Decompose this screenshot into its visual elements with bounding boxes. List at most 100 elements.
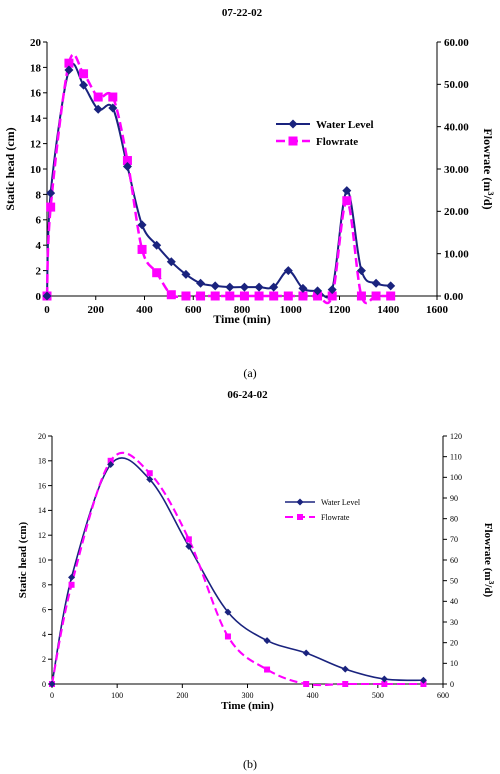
flowrate-point <box>79 69 89 79</box>
water-level-point <box>380 675 388 683</box>
legend-marker-water-level <box>296 498 304 506</box>
chart-a: 07-22-02 0 2 4 6 8 10 12 14 16 18 20 0.00 10.00 20.00 3… <box>3 7 496 326</box>
y-tick-label: 4 <box>42 630 46 639</box>
y-axis-label: Static head (cm) <box>17 521 29 598</box>
water-level-point <box>152 240 162 250</box>
y-tick-label: 10 <box>38 556 46 565</box>
series-line-flowrate <box>50 451 424 687</box>
water-level-point <box>185 542 193 550</box>
legend-label-water-level: Water Level <box>321 498 361 507</box>
water-level-point <box>181 269 191 279</box>
x-tick-label: 1600 <box>426 304 449 316</box>
flowrate-point <box>283 291 293 301</box>
y2-tick-label: 80 <box>450 514 458 523</box>
caption-a: (a) <box>243 366 257 380</box>
legend-marker-water-level <box>288 119 298 129</box>
water-level-point <box>108 103 118 113</box>
x-tick-label: 800 <box>234 304 251 316</box>
y2-tick-label: 70 <box>450 535 458 544</box>
flowrate-point <box>181 291 191 301</box>
y2-tick-label: 40 <box>450 597 458 606</box>
flowrate-point <box>342 196 352 206</box>
water-level-point <box>298 283 308 293</box>
y2-tick-label: 60 <box>450 556 458 565</box>
caption-b: (b) <box>243 757 257 771</box>
x-tick-label: 1200 <box>329 304 352 316</box>
y-tick-label: 6 <box>36 215 42 227</box>
water-level-point <box>166 257 176 267</box>
y-tick-label: 18 <box>30 62 42 74</box>
y2-tick-label: 110 <box>450 452 462 461</box>
flowrate-point <box>46 202 56 212</box>
x-tick-label: 200 <box>176 691 188 700</box>
flowrate-point <box>327 291 337 301</box>
y-tick-label: 6 <box>42 605 46 614</box>
water-level-point <box>419 676 427 684</box>
water-level-point <box>302 649 310 657</box>
x-tick-label: 400 <box>307 691 319 700</box>
water-level-point <box>327 285 337 295</box>
x-axis-label: Time (min) <box>221 700 274 712</box>
y-tick-label: 8 <box>42 581 46 590</box>
series-line-water-level <box>51 457 424 685</box>
water-level-point <box>342 186 352 196</box>
x-axis-label: Time (min) <box>213 312 270 326</box>
y-tick-label: 12 <box>38 531 46 540</box>
y2-tick-label: 0.00 <box>444 291 464 303</box>
y2-tick-label: 40.00 <box>444 122 469 134</box>
water-level-point <box>254 282 264 292</box>
legend-marker-flowrate <box>288 136 298 146</box>
flowrate-point <box>386 291 396 301</box>
y2-tick-label: 60.00 <box>444 37 469 49</box>
water-level-point <box>42 291 52 301</box>
flowrate-point <box>93 92 103 102</box>
flowrate-point <box>68 581 75 588</box>
y2-tick-label: 90 <box>450 494 458 503</box>
y2-tick-label: 20.00 <box>444 206 469 218</box>
flowrate-point <box>146 470 153 477</box>
flowrate-point <box>269 291 279 301</box>
flowrate-point <box>303 681 310 687</box>
y-tick-label: 2 <box>42 655 46 664</box>
y2-axis-label: Flowrate (m3/d) <box>481 128 496 209</box>
water-level-point <box>225 282 235 292</box>
flowrate-point <box>107 457 114 464</box>
flowrate-point <box>313 291 323 301</box>
flowrate-point <box>298 291 308 301</box>
flowrate-point <box>371 291 381 301</box>
y-tick-label: 8 <box>36 189 42 201</box>
y-tick-label: 20 <box>38 432 46 441</box>
x-tick-label: 200 <box>88 304 105 316</box>
y-axis-label: Static head (cm) <box>3 127 17 210</box>
y2-tick-label: 100 <box>450 473 462 482</box>
flowrate-point <box>420 681 427 687</box>
y-tick-label: 14 <box>30 113 42 125</box>
y-tick-label: 4 <box>36 240 42 252</box>
y2-tick-label: 10 <box>450 659 458 668</box>
x-tick-label: 1000 <box>280 304 303 316</box>
y-tick-label: 16 <box>30 88 42 100</box>
chart-title: 07-22-02 <box>222 7 263 19</box>
y-tick-label: 14 <box>38 506 46 515</box>
y-tick-label: 18 <box>38 457 46 466</box>
flowrate-point <box>185 536 192 543</box>
flowrate-point <box>342 681 349 687</box>
y-tick-label: 0 <box>36 291 42 303</box>
y2-tick-label: 30 <box>450 618 458 627</box>
flowrate-point <box>224 633 231 640</box>
x-tick-label: 300 <box>242 691 254 700</box>
flowrate-point <box>137 244 147 254</box>
legend-label-water-level: Water Level <box>316 119 374 131</box>
water-level-point <box>93 104 103 114</box>
legend-marker-flowrate <box>297 514 303 520</box>
flowrate-point <box>254 291 264 301</box>
flowrate-point <box>64 58 74 68</box>
water-level-point <box>386 281 396 291</box>
flowrate-point <box>122 156 132 166</box>
water-level-point <box>48 680 56 688</box>
y-tick-label: 16 <box>38 481 46 490</box>
water-level-point <box>137 220 147 230</box>
water-level-point <box>64 65 74 75</box>
chart-b: 06-24-0202468101214161820010203040506070… <box>17 389 497 712</box>
